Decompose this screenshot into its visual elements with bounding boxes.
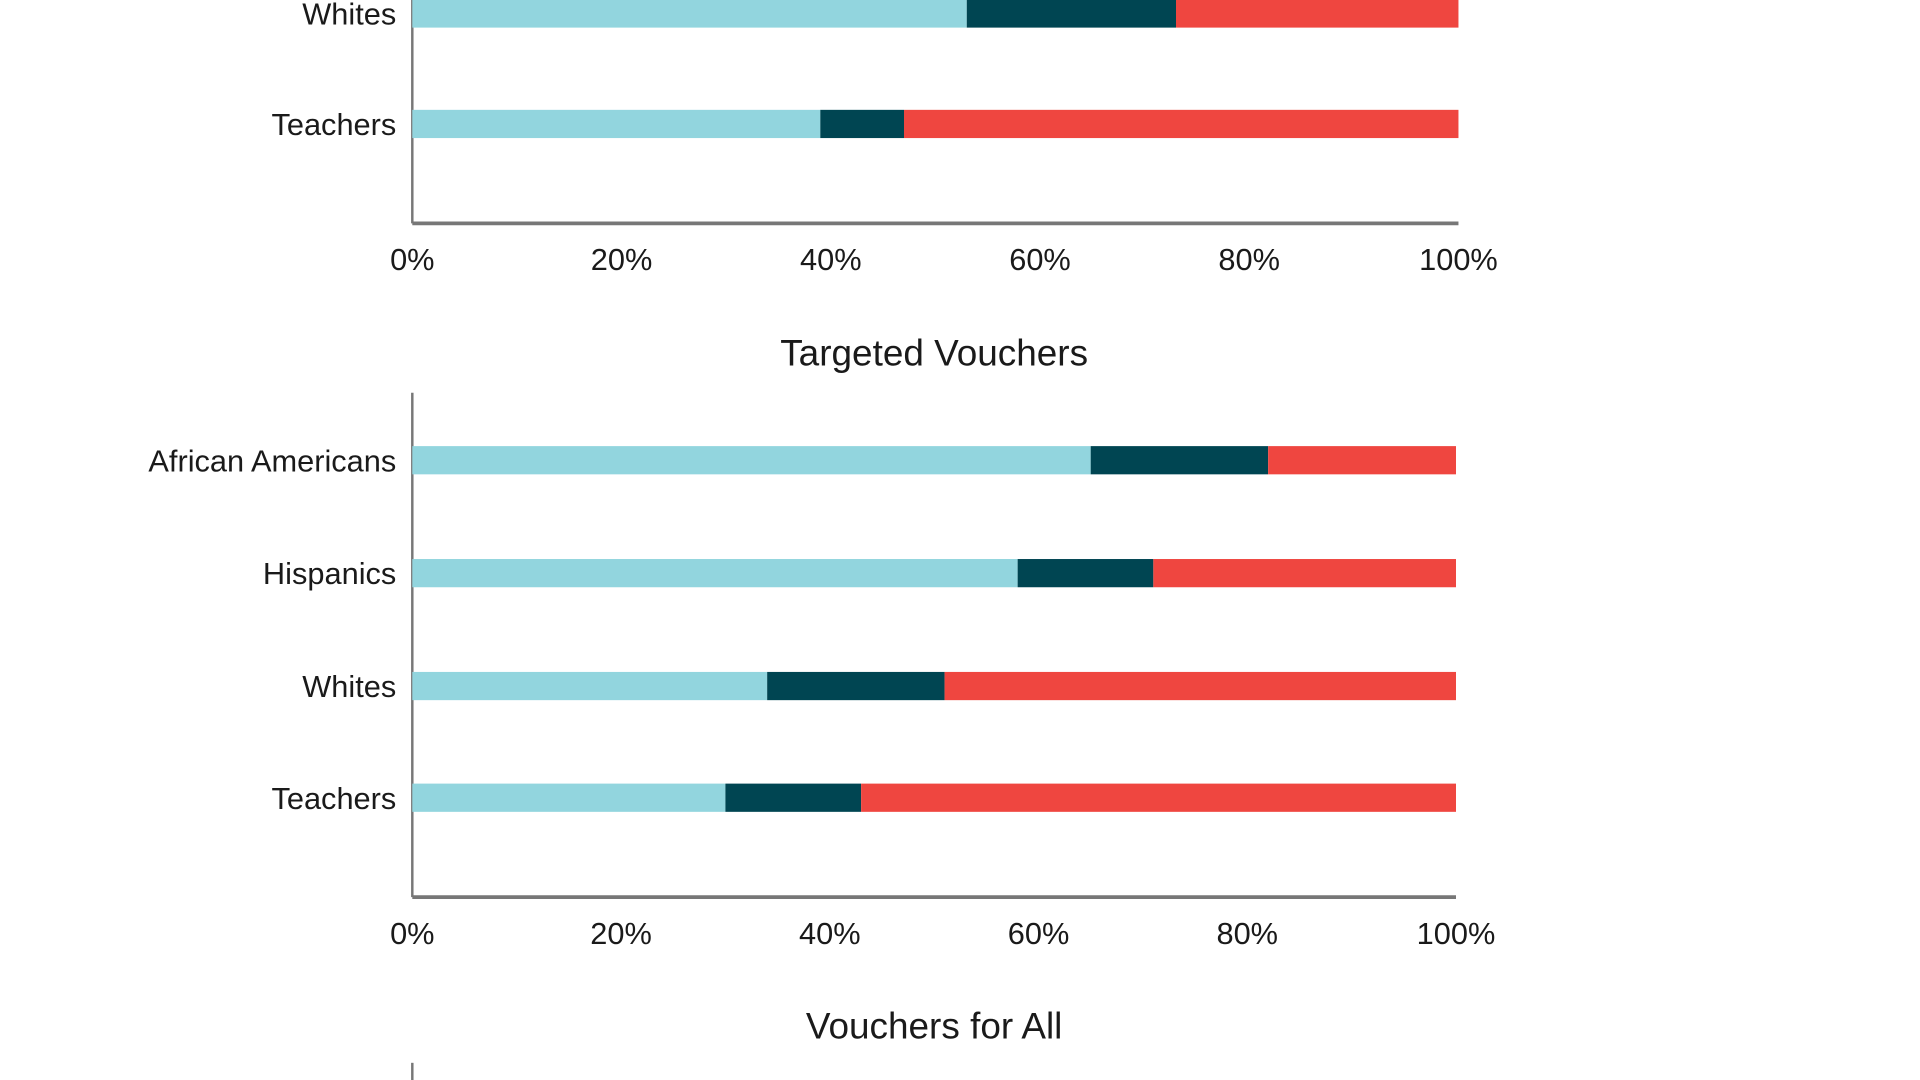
bar-segment-2 — [1017, 559, 1154, 588]
category-label: Whites — [302, 0, 396, 32]
bar-segment-1 — [412, 446, 1091, 475]
chart-title: Vouchers for All — [806, 1005, 1062, 1046]
bar-segment-2 — [725, 783, 862, 812]
category-label: Teachers — [271, 107, 396, 142]
x-tick-label: 20% — [590, 916, 652, 951]
x-tick-label: 100% — [1417, 916, 1496, 951]
bar-segment-1 — [412, 559, 1018, 588]
x-tick-label: 60% — [1009, 242, 1071, 277]
bar-segment-3 — [1176, 0, 1459, 28]
bar-segment-2 — [966, 0, 1176, 28]
x-tick-label: 60% — [1008, 916, 1070, 951]
category-label: Whites — [302, 669, 396, 704]
x-tick-label: 80% — [1218, 242, 1280, 277]
x-tick-label: 40% — [799, 916, 861, 951]
x-tick-label: 20% — [591, 242, 653, 277]
bar-segment-3 — [944, 671, 1456, 701]
category-label: Teachers — [271, 781, 396, 816]
category-label: African Americans — [148, 443, 396, 478]
bar-segment-3 — [1153, 559, 1456, 588]
bar-segment-1 — [412, 783, 726, 812]
bar-segment-1 — [412, 671, 768, 701]
x-tick-label: 80% — [1216, 916, 1278, 951]
x-tick-label: 40% — [800, 242, 862, 277]
x-tick-label: 100% — [1419, 242, 1498, 277]
bar-segment-2 — [1090, 446, 1269, 475]
x-tick-label: 0% — [390, 242, 434, 277]
bar-segment-3 — [861, 783, 1456, 812]
x-tick-label: 0% — [390, 916, 434, 951]
bar-segment-3 — [1268, 446, 1456, 475]
chart-title: Targeted Vouchers — [780, 333, 1088, 374]
category-label: Hispanics — [263, 556, 396, 591]
bar-segment-3 — [904, 109, 1459, 139]
bar-segment-2 — [820, 109, 904, 139]
bar-segment-2 — [767, 671, 945, 701]
bar-segment-1 — [412, 109, 821, 139]
bar-segment-1 — [412, 0, 967, 28]
